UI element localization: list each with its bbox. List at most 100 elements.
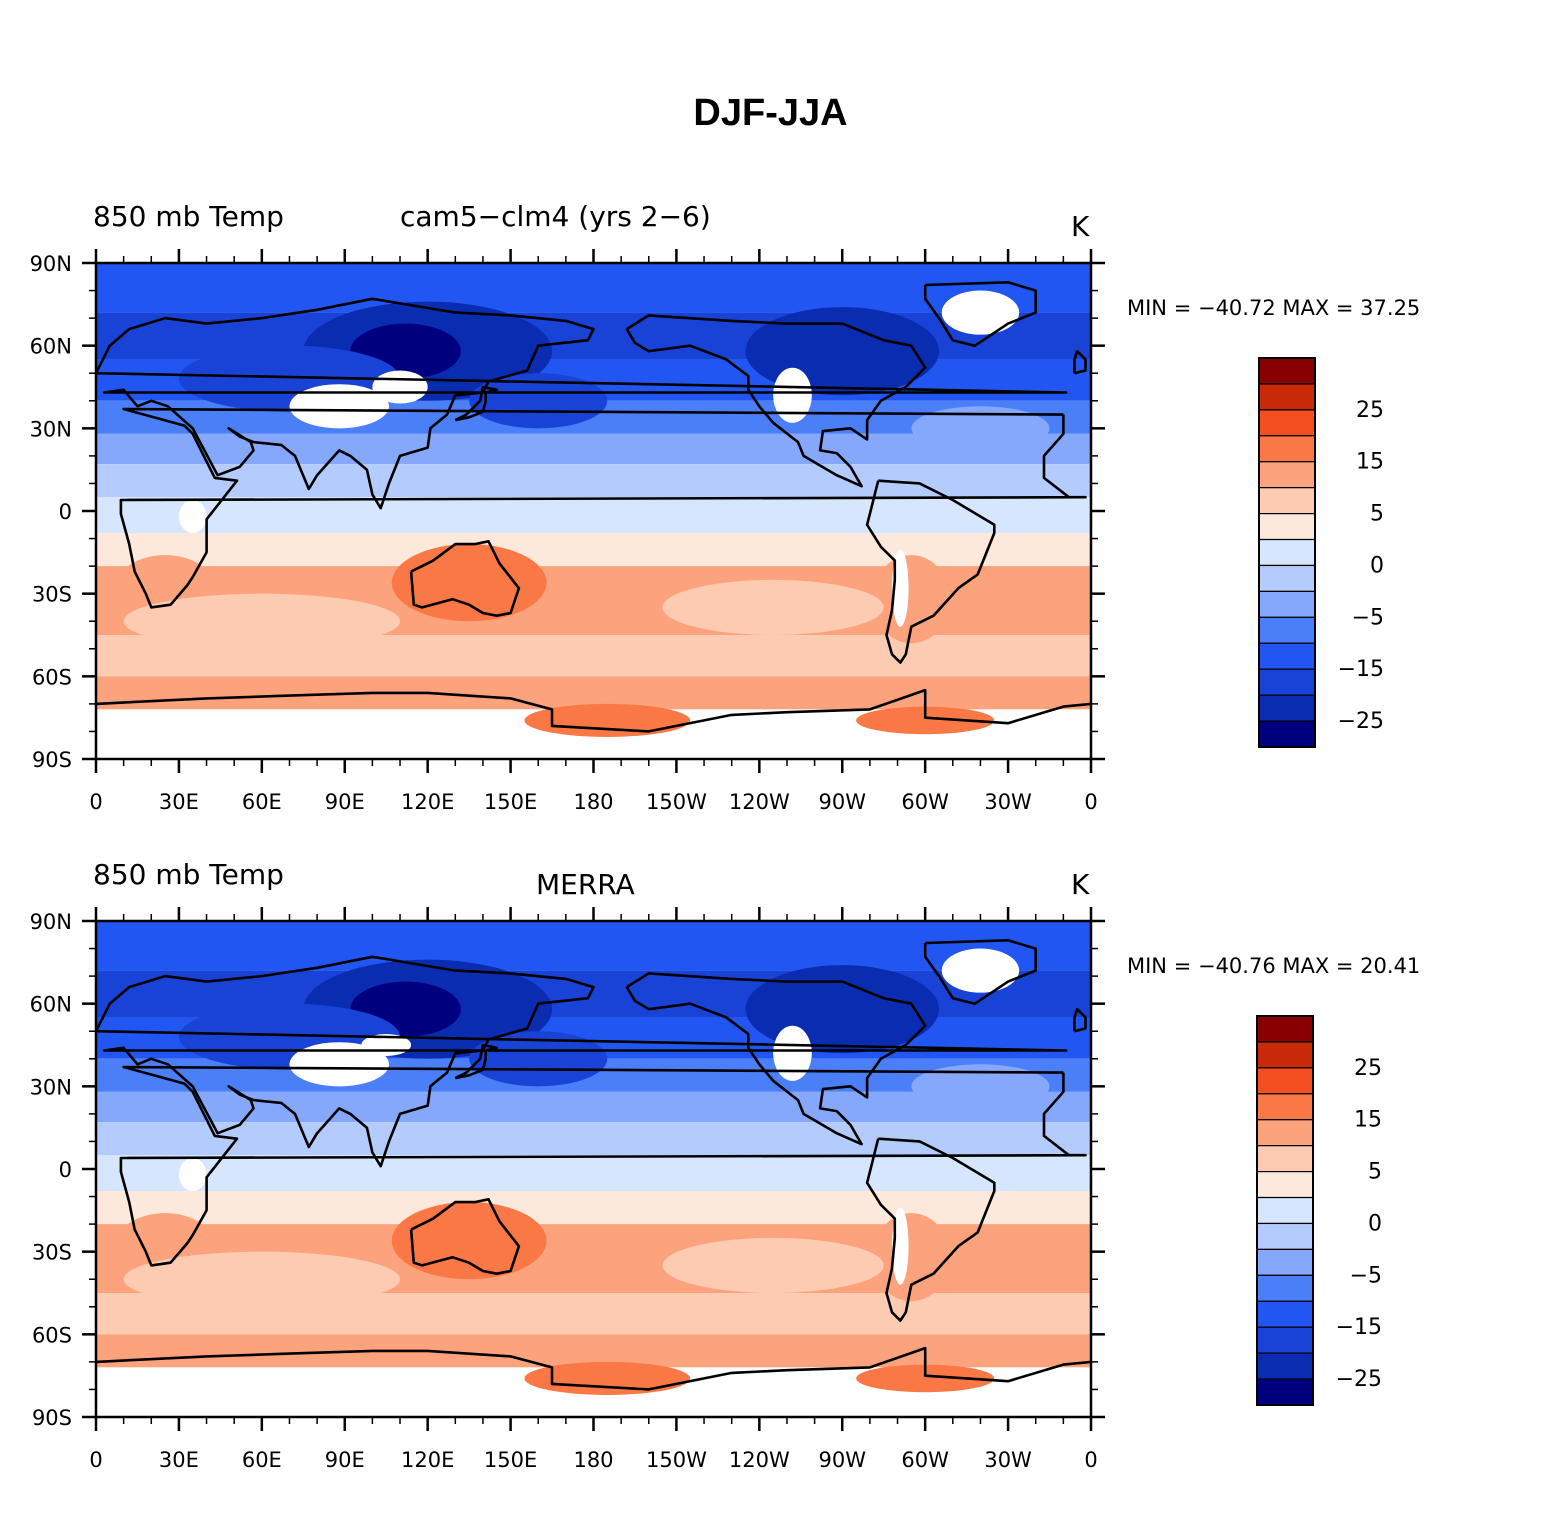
- colorbar-label: −5: [1350, 1263, 1382, 1288]
- coastline-europe-asia: [96, 955, 1068, 1168]
- panel-left-label: 850 mb Temp: [93, 200, 284, 233]
- missing-mongolia: [372, 370, 428, 404]
- colorbar-cell: [1258, 512, 1316, 541]
- y-tick-label: 90N: [30, 252, 72, 276]
- missing-greenland: [941, 290, 1020, 335]
- map-panel-model: 850 mb Temp cam5−clm4 (yrs 2−6) K MIN = …: [0, 0, 1541, 814]
- band-south-tropics: [96, 533, 1091, 567]
- anomaly-indian-ocean: [123, 1251, 401, 1307]
- colorbar-cell: [1256, 1119, 1314, 1147]
- x-tick-label: 150E: [484, 1448, 537, 1472]
- missing-tibet: [289, 384, 389, 429]
- colorbar-label: −25: [1338, 709, 1384, 734]
- anomaly-north-atlantic: [911, 1064, 1050, 1109]
- figure-title: DJF-JJA: [693, 92, 848, 134]
- y-tick-label: 90S: [32, 748, 72, 772]
- y-tick-label: 60N: [30, 335, 72, 359]
- min-max-stats: MIN = −40.72 MAX = 37.25: [1127, 296, 1421, 320]
- colorbar-label: 0: [1370, 553, 1384, 578]
- x-tick-label: 90W: [819, 1448, 867, 1472]
- colorbar-cell: [1258, 409, 1316, 437]
- x-tick-label: 150E: [484, 790, 537, 814]
- colorbar-label: 15: [1354, 1108, 1382, 1133]
- colorbar-cell: [1256, 1170, 1314, 1199]
- anomaly-australia: [391, 544, 547, 622]
- coastline-africa: [119, 1065, 1087, 1267]
- y-tick-label: 60S: [32, 1323, 72, 1347]
- x-tick-label: 150W: [646, 790, 707, 814]
- x-tick-label: 180: [573, 1448, 613, 1472]
- band-tropics-north: [96, 464, 1091, 498]
- missing-east-africa-highlands: [178, 499, 207, 534]
- x-tick-label: 90E: [325, 1448, 365, 1472]
- missing-andes: [892, 549, 909, 627]
- x-tick-label: 120E: [401, 790, 454, 814]
- coastline-antarctica: [96, 1346, 1091, 1391]
- x-tick-label: 120W: [729, 1448, 790, 1472]
- anomaly-north-atlantic: [911, 406, 1050, 451]
- band-equator: [96, 1155, 1091, 1192]
- colorbar-cell: [1258, 435, 1316, 463]
- coastline-japan: [454, 1043, 499, 1080]
- x-tick-label: 120W: [729, 790, 790, 814]
- colorbar-frame: [1256, 1015, 1314, 1406]
- coastline-north-america: [625, 972, 927, 1146]
- y-tick-label: 90N: [30, 910, 72, 934]
- colorbar-cell: [1256, 1352, 1314, 1380]
- colorbar-label: −25: [1336, 1367, 1382, 1392]
- x-tick-label: 0: [89, 1448, 102, 1472]
- coastline-africa: [119, 407, 1087, 609]
- colorbar-cell: [1256, 1378, 1314, 1406]
- map-plot: 90N 60N 30N 0 30S 60S 90S 0 30E 60E 90E 120E 150E 180…: [30, 249, 1384, 814]
- anomaly-north-pacific: [469, 1031, 608, 1087]
- x-tick-label: 180: [573, 790, 613, 814]
- colorbar-label: 25: [1354, 1056, 1382, 1081]
- panel-center-label: cam5−clm4 (yrs 2−6): [400, 200, 711, 233]
- missing-rockies: [773, 367, 812, 423]
- x-tick-label: 30W: [984, 790, 1032, 814]
- x-tick-label: 60W: [901, 1448, 949, 1472]
- anomaly-weddell: [856, 706, 995, 735]
- band-equator: [96, 497, 1091, 534]
- x-tick-label: 30E: [159, 1448, 199, 1472]
- coastline-australia: [409, 1197, 521, 1276]
- x-tick-label: 0: [1084, 790, 1097, 814]
- colorbar-cell: [1256, 1145, 1314, 1173]
- panel-center-label: MERRA: [536, 868, 635, 901]
- colorbar-cell: [1258, 616, 1316, 644]
- colorbar-label: −15: [1338, 657, 1384, 682]
- colorbar-cell: [1258, 487, 1316, 515]
- y-tick-label: 60S: [32, 665, 72, 689]
- x-tick-label: 90W: [819, 790, 867, 814]
- coastline-south-america: [865, 479, 996, 664]
- min-max-stats: MIN = −40.76 MAX = 20.41: [1127, 954, 1421, 978]
- band-south-tropics: [96, 1191, 1091, 1225]
- anomaly-south-pacific: [662, 579, 884, 635]
- coastline-australia: [409, 539, 521, 618]
- map-panel-obs: 850 mb Temp MERRA K MIN = −40.76 MAX = 2…: [0, 658, 1541, 1472]
- temperature-field: [96, 263, 1091, 759]
- y-tick-label: 30N: [30, 417, 72, 441]
- y-tick-label: 0: [59, 500, 72, 524]
- band-tropics-north: [96, 1122, 1091, 1156]
- anomaly-north-pacific: [469, 373, 608, 429]
- coastline-europe-asia: [96, 297, 1068, 510]
- colorbar-cell: [1256, 1274, 1314, 1302]
- x-tick-label: 60E: [242, 790, 282, 814]
- coastline-japan: [454, 385, 499, 422]
- x-tick-label: 30W: [984, 1448, 1032, 1472]
- colorbar-cell: [1256, 1196, 1314, 1225]
- colorbar-label: −15: [1336, 1315, 1382, 1340]
- missing-rockies: [773, 1025, 812, 1081]
- y-tick-label: 60N: [30, 993, 72, 1017]
- y-tick-label: 30S: [32, 1241, 72, 1265]
- colorbar-label: 25: [1356, 398, 1384, 423]
- coastline-uk: [1073, 349, 1087, 375]
- map-plot: 90N 60N 30N 0 30S 60S 90S 0 30E 60E 90E 120E 150E 180…: [30, 907, 1382, 1472]
- x-tick-label: 150W: [646, 1448, 707, 1472]
- coastline-south-america: [865, 1137, 996, 1322]
- colorbar-cell: [1256, 1093, 1314, 1121]
- colorbar-cell: [1256, 1015, 1314, 1043]
- x-tick-label: 60E: [242, 1448, 282, 1472]
- colorbar-label: 15: [1356, 450, 1384, 475]
